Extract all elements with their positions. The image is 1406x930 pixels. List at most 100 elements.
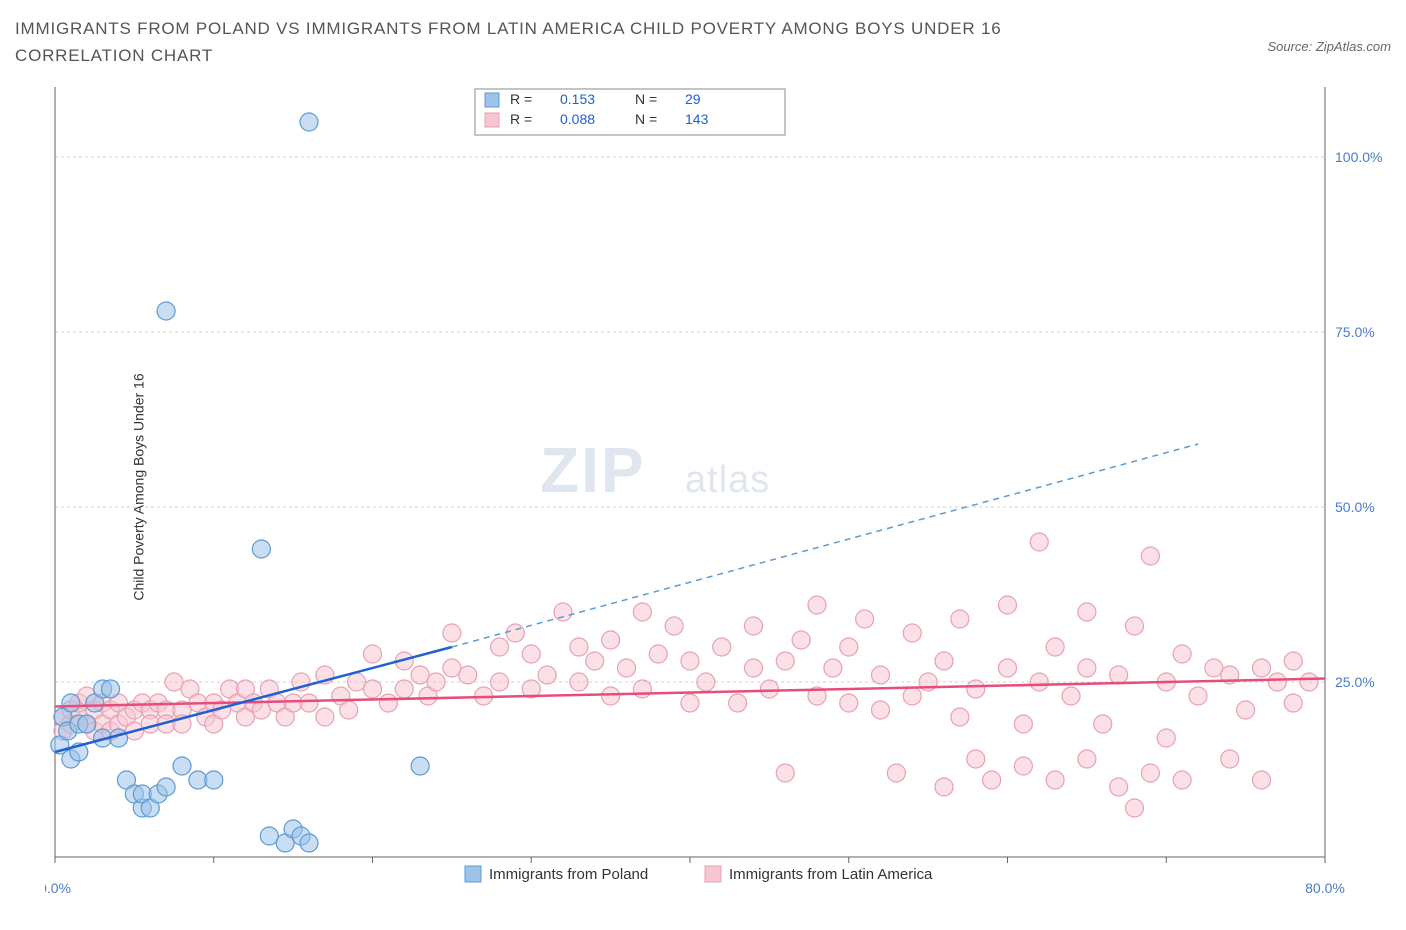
data-point [1030, 673, 1048, 691]
data-point [1030, 533, 1048, 551]
data-point [1157, 729, 1175, 747]
data-point [443, 659, 461, 677]
data-point [633, 680, 651, 698]
chart-header: IMMIGRANTS FROM POLAND VS IMMIGRANTS FRO… [15, 15, 1391, 69]
data-point [872, 666, 890, 684]
data-point [935, 778, 953, 796]
data-point [1189, 687, 1207, 705]
data-point [570, 638, 588, 656]
data-point [165, 673, 183, 691]
data-point [316, 708, 334, 726]
legend-r-value[interactable]: 0.153 [560, 91, 595, 107]
data-point [951, 610, 969, 628]
data-point [491, 638, 509, 656]
data-point [618, 659, 636, 677]
y-tick-label: 75.0% [1335, 324, 1375, 340]
data-point [760, 680, 778, 698]
data-point [999, 596, 1017, 614]
data-point [205, 771, 223, 789]
data-point [586, 652, 604, 670]
data-point [411, 757, 429, 775]
data-point [300, 113, 318, 131]
data-point [856, 610, 874, 628]
data-point [78, 715, 96, 733]
legend-r-value[interactable]: 0.088 [560, 111, 595, 127]
data-point [348, 673, 366, 691]
data-point [1268, 673, 1286, 691]
data-point [1237, 701, 1255, 719]
data-point [252, 701, 270, 719]
data-point [443, 624, 461, 642]
data-point [522, 645, 540, 663]
bottom-legend-swatch [465, 866, 481, 882]
data-point [887, 764, 905, 782]
data-point [459, 666, 477, 684]
legend-r-label: R = [510, 111, 532, 127]
watermark: ZIP [540, 434, 646, 506]
data-point [903, 687, 921, 705]
data-point [808, 596, 826, 614]
bottom-legend-swatch [705, 866, 721, 882]
data-point [364, 645, 382, 663]
data-point [1205, 659, 1223, 677]
data-point [665, 617, 683, 635]
data-point [379, 694, 397, 712]
data-point [1173, 771, 1191, 789]
bottom-legend-label: Immigrants from Latin America [729, 866, 933, 883]
data-point [745, 659, 763, 677]
data-point [1078, 659, 1096, 677]
data-point [824, 659, 842, 677]
legend-n-label: N = [635, 111, 657, 127]
data-point [102, 680, 120, 698]
data-point [395, 680, 413, 698]
data-point [1062, 687, 1080, 705]
data-point [506, 624, 524, 642]
legend-n-value[interactable]: 29 [685, 91, 701, 107]
data-point [633, 603, 651, 621]
data-point [300, 694, 318, 712]
legend-r-label: R = [510, 91, 532, 107]
data-point [157, 778, 175, 796]
chart-title: IMMIGRANTS FROM POLAND VS IMMIGRANTS FRO… [15, 15, 1115, 69]
watermark: atlas [685, 459, 770, 501]
data-point [538, 666, 556, 684]
y-axis-label: Child Poverty Among Boys Under 16 [131, 374, 147, 601]
data-point [1110, 778, 1128, 796]
data-point [681, 694, 699, 712]
data-point [1126, 617, 1144, 635]
legend-n-value[interactable]: 143 [685, 111, 709, 127]
y-tick-label: 100.0% [1335, 149, 1382, 165]
bottom-legend-label: Immigrants from Poland [489, 866, 648, 883]
data-point [1078, 603, 1096, 621]
data-point [157, 302, 175, 320]
source-attribution: Source: ZipAtlas.com [1267, 39, 1391, 54]
source-link[interactable]: ZipAtlas.com [1316, 39, 1391, 54]
data-point [935, 652, 953, 670]
data-point [999, 659, 1017, 677]
data-point [1078, 750, 1096, 768]
data-point [903, 624, 921, 642]
data-point [697, 673, 715, 691]
data-point [792, 631, 810, 649]
x-tick-label: 0.0% [45, 880, 71, 896]
data-point [967, 750, 985, 768]
data-point [364, 680, 382, 698]
data-point [1046, 638, 1064, 656]
x-tick-label: 80.0% [1305, 880, 1345, 896]
data-point [1253, 771, 1271, 789]
data-point [1141, 547, 1159, 565]
data-point [840, 638, 858, 656]
data-point [62, 694, 80, 712]
data-point [729, 694, 747, 712]
data-point [411, 666, 429, 684]
data-point [300, 834, 318, 852]
data-point [1014, 715, 1032, 733]
data-point [776, 764, 794, 782]
data-point [681, 652, 699, 670]
data-point [1014, 757, 1032, 775]
data-point [427, 673, 445, 691]
data-point [260, 827, 278, 845]
data-point [840, 694, 858, 712]
legend-swatch [485, 93, 499, 107]
legend-n-label: N = [635, 91, 657, 107]
